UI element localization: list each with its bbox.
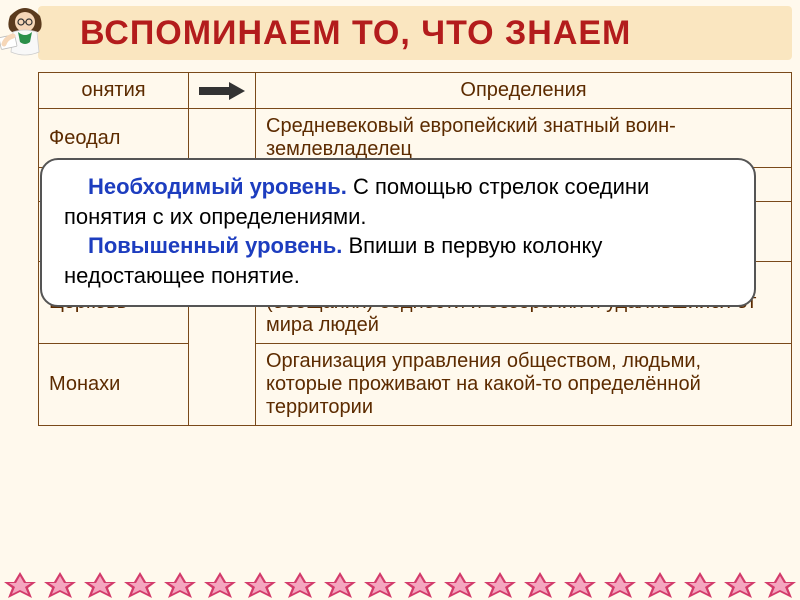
overlay-line-2: Повышенный уровень. Впиши в первую колон… (64, 231, 732, 290)
slide-root: ВСПОМИНАЕМ ТО, ЧТО ЗНАЕМ онятия (0, 0, 800, 600)
header-arrow (189, 73, 256, 109)
header-defs: Определения (256, 73, 792, 109)
teacher-icon (0, 2, 52, 68)
def-cell: Организация управления обществом, людьми… (256, 344, 792, 426)
arrow-icon (199, 82, 245, 100)
bottom-ornament (0, 570, 800, 600)
title-banner: ВСПОМИНАЕМ ТО, ЧТО ЗНАЕМ (38, 6, 792, 60)
level-advanced-label: Повышенный уровень. (88, 233, 342, 258)
level-required-label: Необходимый уровень. (88, 174, 347, 199)
table-header-row: онятия Определения (39, 73, 792, 109)
instruction-overlay: Необходимый уровень. С помощью стрелок с… (40, 158, 756, 307)
page-title: ВСПОМИНАЕМ ТО, ЧТО ЗНАЕМ (80, 14, 631, 53)
overlay-line-1: Необходимый уровень. С помощью стрелок с… (64, 172, 732, 231)
table-row: Монахи Организация управления обществом,… (39, 344, 792, 426)
term-cell: Монахи (39, 344, 189, 426)
header-terms: онятия (39, 73, 189, 109)
